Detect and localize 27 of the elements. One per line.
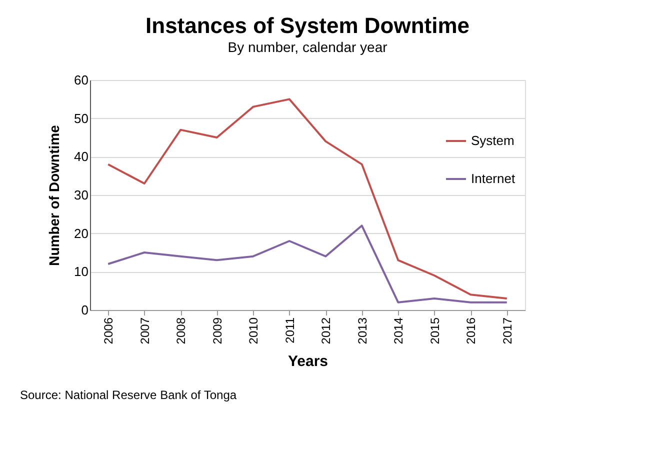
y-tick-label: 0 <box>81 302 88 318</box>
y-tick-label: 60 <box>74 72 88 88</box>
x-tick-label: 2014 <box>392 317 406 344</box>
y-tick-label: 50 <box>74 110 88 126</box>
x-tick-label: 2012 <box>319 317 334 344</box>
x-tick-label: 2013 <box>355 317 370 344</box>
legend-label: Internet <box>471 171 516 186</box>
y-tick-label: 10 <box>74 264 88 280</box>
y-axis-title: Number of Downtime <box>46 124 62 266</box>
x-tick-label: 2015 <box>428 317 442 344</box>
source-note: Source: National Reserve Bank of Tonga <box>20 388 237 402</box>
x-axis-title: Years <box>288 353 328 370</box>
x-tick-label: 2008 <box>174 317 188 344</box>
x-tick-label: 2007 <box>138 317 152 344</box>
x-tick-label: 2006 <box>102 317 116 344</box>
chart-title: Instances of System Downtime <box>146 13 470 38</box>
x-tick-label: 2017 <box>500 317 514 344</box>
chart-subtitle: By number, calendar year <box>228 39 388 55</box>
y-tick-label: 20 <box>74 226 88 241</box>
line-series <box>107 224 508 304</box>
legend-label: System <box>471 133 514 148</box>
x-tick-label: 2016 <box>464 317 478 344</box>
y-tick-label: 30 <box>74 188 88 202</box>
x-tick-label: 2009 <box>210 317 224 344</box>
x-tick-label: 2010 <box>246 317 261 344</box>
y-tick-label: 40 <box>74 149 88 164</box>
x-tick-label: 2011 <box>282 317 297 344</box>
